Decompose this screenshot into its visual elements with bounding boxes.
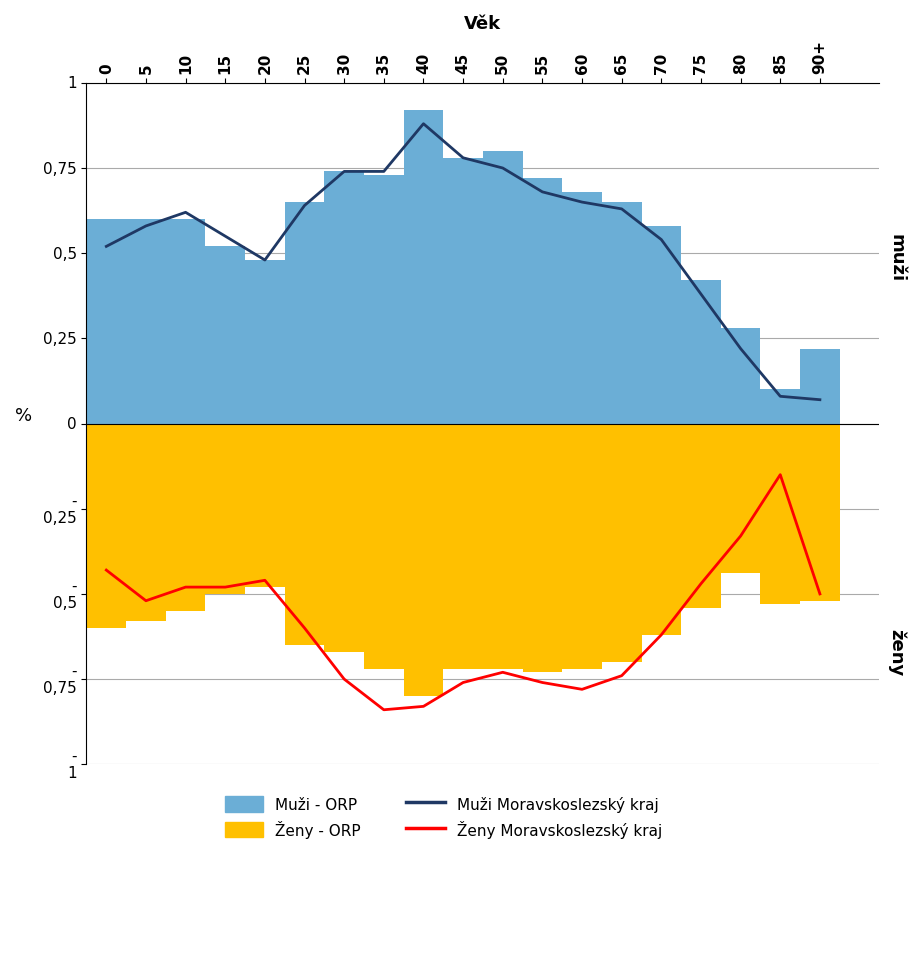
Bar: [522, 179, 562, 424]
Bar: [284, 203, 324, 424]
Bar: [482, 424, 522, 669]
Bar: [800, 349, 839, 424]
Text: ženy: ženy: [886, 628, 905, 676]
Bar: [244, 424, 284, 587]
Bar: [641, 424, 680, 635]
Text: muži: muži: [886, 233, 904, 281]
Bar: [601, 203, 641, 424]
Bar: [86, 220, 126, 424]
Bar: [403, 424, 443, 697]
Bar: [126, 424, 165, 621]
Bar: [364, 424, 403, 669]
Legend: Muži - ORP, Ženy - ORP, Muži Moravskoslezský kraj, Ženy Moravskoslezský kraj: Muži - ORP, Ženy - ORP, Muži Moravskosle…: [217, 788, 669, 845]
Bar: [324, 172, 364, 424]
Bar: [720, 424, 760, 574]
Bar: [482, 152, 522, 424]
Y-axis label: %: %: [15, 406, 32, 424]
Bar: [800, 424, 839, 601]
Bar: [324, 424, 364, 652]
X-axis label: Věk: Věk: [464, 15, 501, 33]
Bar: [364, 175, 403, 424]
Bar: [86, 424, 126, 628]
Bar: [165, 424, 205, 611]
Bar: [443, 158, 482, 424]
Bar: [205, 247, 244, 424]
Bar: [562, 424, 601, 669]
Bar: [244, 261, 284, 424]
Bar: [403, 111, 443, 424]
Bar: [641, 227, 680, 424]
Bar: [284, 424, 324, 645]
Bar: [443, 424, 482, 669]
Bar: [680, 281, 720, 424]
Bar: [680, 424, 720, 608]
Bar: [562, 193, 601, 424]
Bar: [522, 424, 562, 673]
Bar: [205, 424, 244, 595]
Bar: [760, 424, 800, 604]
Bar: [126, 220, 165, 424]
Bar: [760, 390, 800, 424]
Bar: [165, 220, 205, 424]
Bar: [720, 329, 760, 424]
Bar: [601, 424, 641, 662]
